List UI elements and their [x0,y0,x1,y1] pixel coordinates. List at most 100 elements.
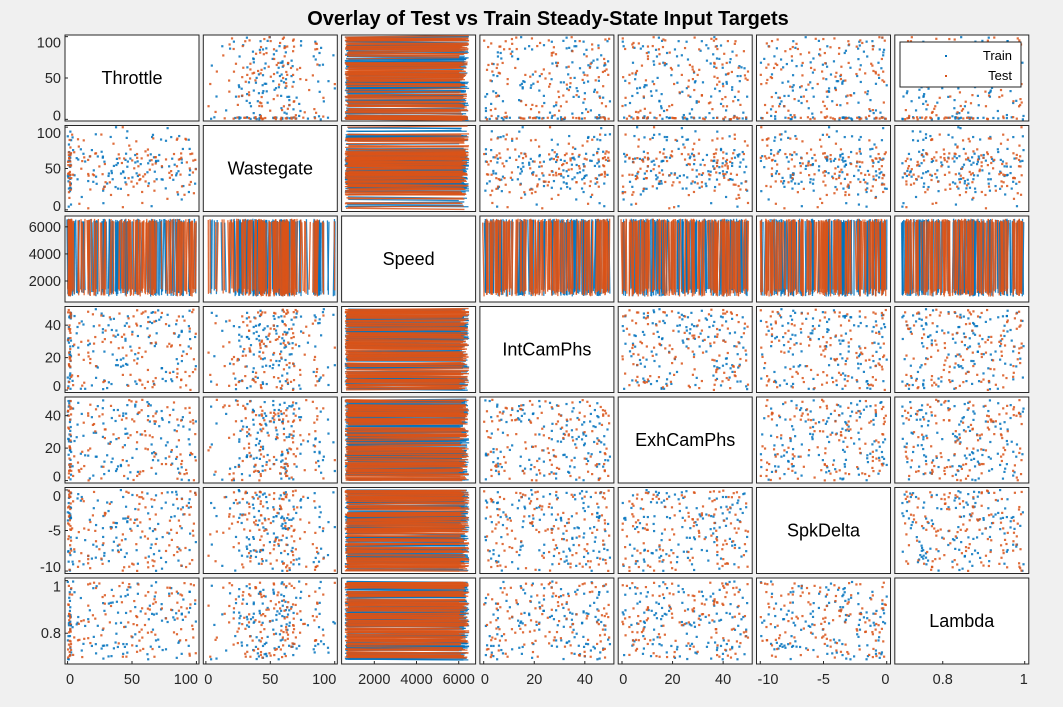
data-point [563,153,567,157]
data-point [274,117,277,121]
data-point [958,193,961,197]
data-point [223,219,226,291]
data-point [625,218,628,294]
data-point [587,64,590,67]
data-point [188,337,192,341]
data-point [643,136,646,139]
data-point [871,64,874,67]
data-point [76,138,80,141]
data-point [759,156,762,159]
data-point [94,376,98,379]
series-test [759,126,887,210]
data-point [874,170,878,173]
data-point [146,368,150,372]
data-point [800,205,803,208]
data-point [347,165,460,168]
data-point [635,175,639,178]
data-point [565,66,568,69]
data-point [793,165,796,168]
data-point [1002,116,1005,120]
data-point [539,161,542,164]
data-point [490,138,493,141]
data-point [910,219,913,295]
data-point [188,374,191,378]
data-point [980,190,983,194]
data-point [603,175,606,178]
data-point [968,116,971,120]
data-point [715,148,718,151]
data-point [725,61,728,65]
data-point [905,174,908,178]
data-point [483,39,486,42]
data-point [223,117,226,120]
data-point [316,47,319,51]
data-point [101,173,104,176]
data-point [347,50,460,54]
data-point [947,165,950,168]
data-point [833,172,836,175]
data-point [114,185,117,189]
data-point [642,160,645,163]
data-point [602,116,605,119]
data-point [67,153,70,157]
data-point [598,174,601,177]
data-point [871,108,874,112]
data-point [778,133,782,136]
data-point [676,81,679,84]
data-point [550,186,553,189]
data-point [790,59,794,62]
data-point [254,81,258,84]
data-point [989,90,992,93]
data-point [492,172,495,175]
data-point [514,66,517,70]
data-point [548,85,551,88]
data-point [115,358,119,362]
panel-throttle-vs-exhcamphs [617,34,753,122]
data-point [68,181,71,184]
data-point [849,181,852,184]
data-point [787,160,790,163]
data-point [286,95,289,99]
data-point [972,150,975,153]
data-point [713,185,717,189]
data-point [518,99,521,102]
data-point [502,48,506,51]
data-point [292,80,295,84]
data-point [719,147,723,151]
data-point [808,51,811,54]
data-point [115,222,117,295]
data-point [871,185,874,188]
data-point [760,126,763,129]
data-point [931,159,935,162]
data-point [306,117,310,120]
data-point [109,193,113,197]
data-point [935,176,938,179]
data-point [834,86,837,89]
data-point [652,133,656,136]
data-point [554,53,558,56]
data-point [148,159,151,162]
data-point [628,173,631,176]
data-point [716,76,719,80]
data-point [765,157,768,160]
data-point [660,220,663,297]
data-point [83,381,86,384]
data-point [111,353,114,356]
data-point [1015,117,1018,120]
data-point [906,39,910,43]
data-point [621,37,624,40]
data-point [643,84,646,87]
data-point [799,165,802,168]
data-point [249,105,253,108]
data-point [628,180,632,183]
data-point [847,183,850,186]
data-point [842,160,845,163]
data-point [586,140,589,143]
data-point [807,160,810,163]
data-point [646,55,650,58]
data-point [792,40,795,43]
data-point [642,116,645,119]
data-point [922,155,925,158]
data-point [862,50,866,53]
data-point [833,37,836,40]
